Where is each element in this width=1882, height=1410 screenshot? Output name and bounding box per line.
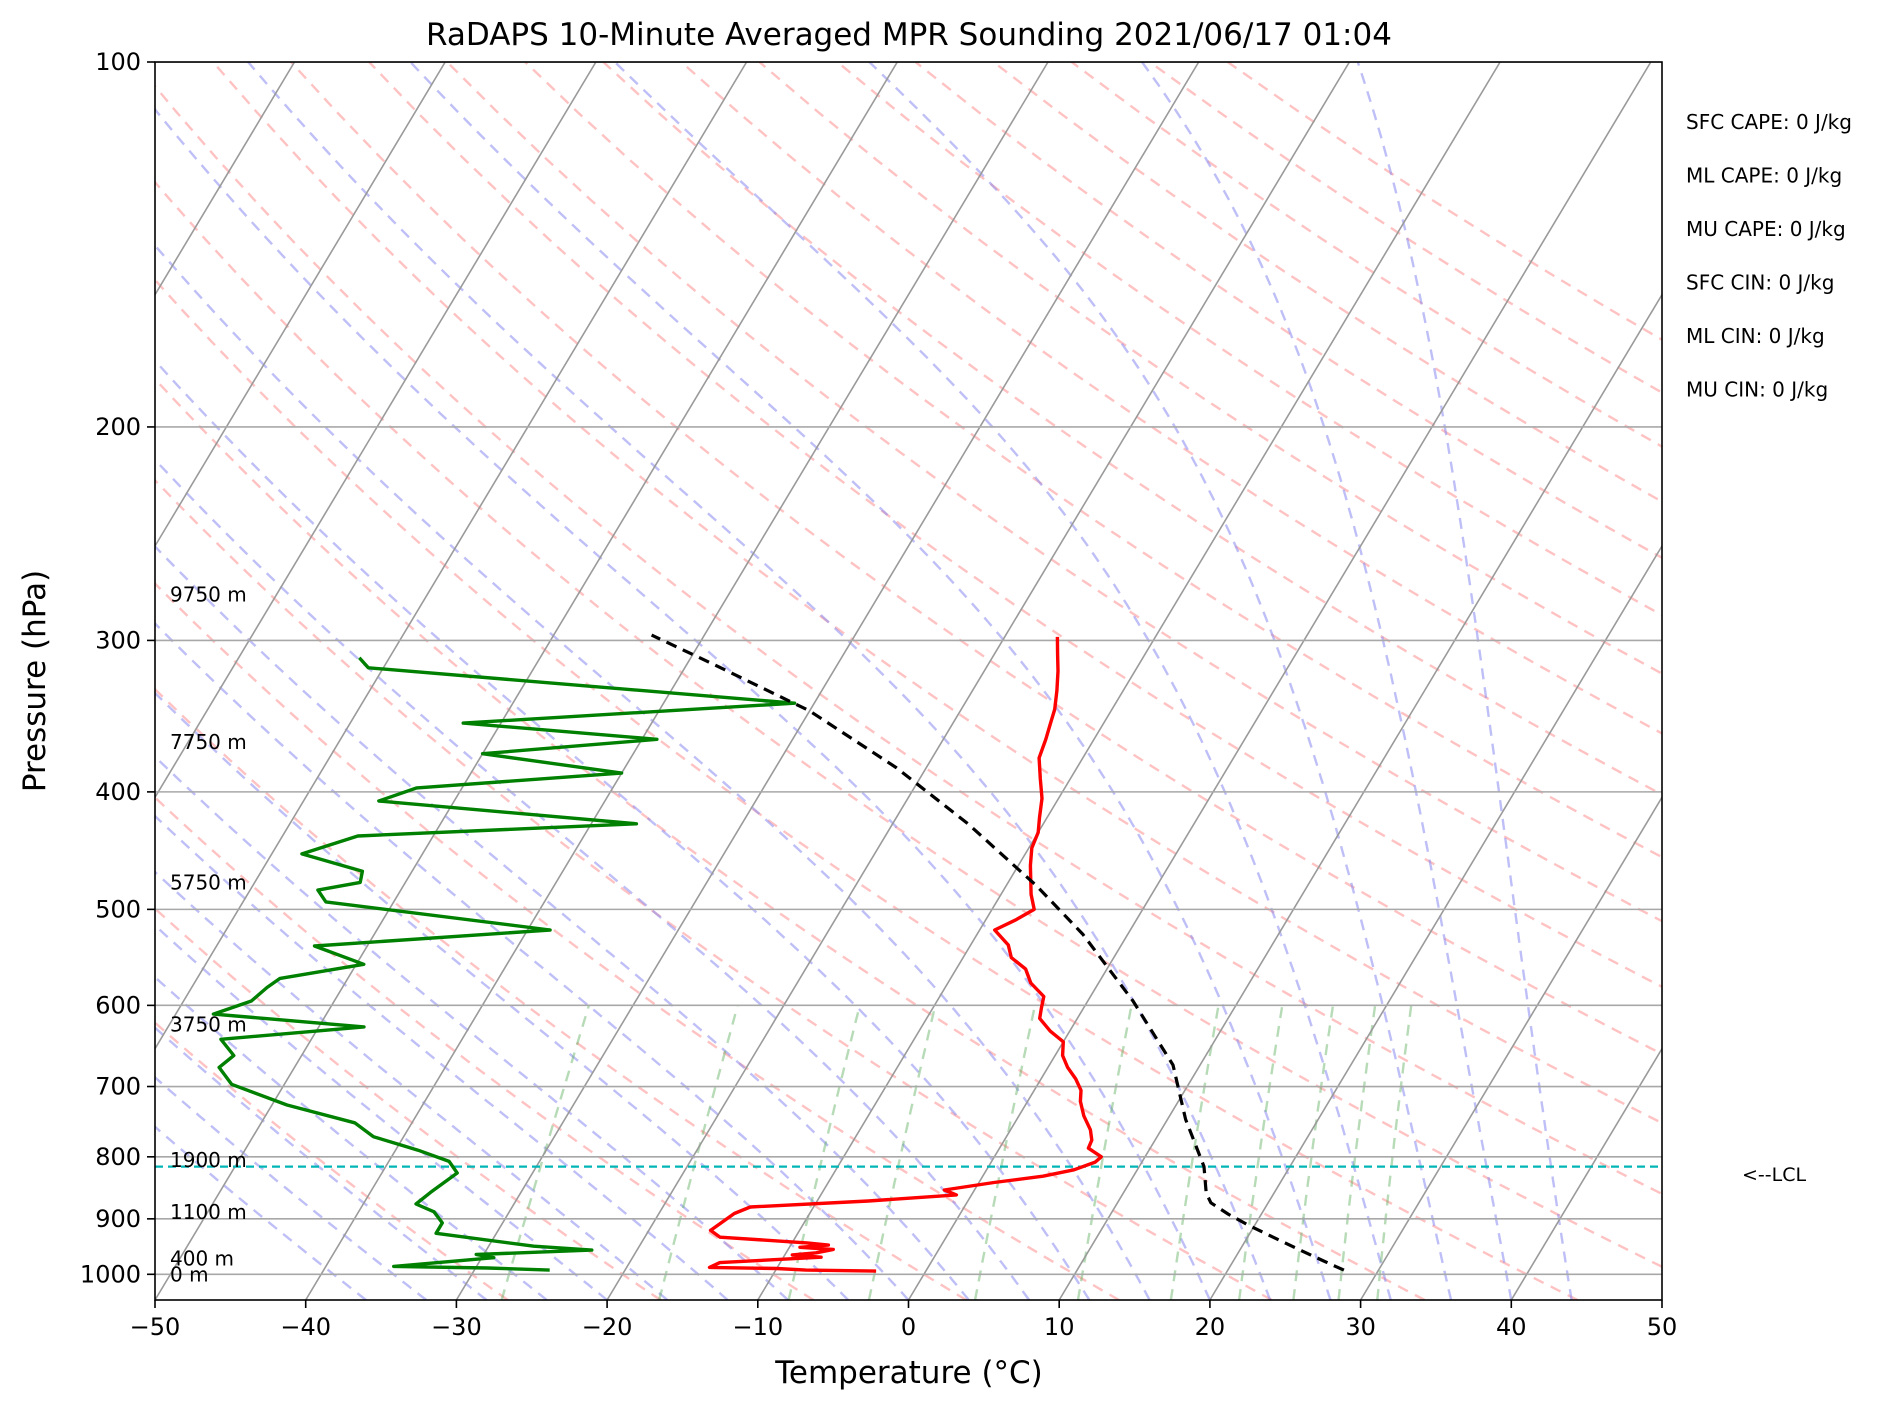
chart-title: RaDAPS 10-Minute Averaged MPR Sounding 2… bbox=[426, 17, 1392, 53]
x-tick-label: 30 bbox=[1345, 1313, 1376, 1341]
x-tick-label: −40 bbox=[280, 1313, 331, 1341]
x-tick-label: 10 bbox=[1044, 1313, 1075, 1341]
height-label: 3750 m bbox=[170, 1012, 247, 1036]
x-tick-label: −20 bbox=[582, 1313, 633, 1341]
y-tick-label: 1000 bbox=[80, 1260, 141, 1288]
y-tick-label: 500 bbox=[95, 895, 141, 923]
y-tick-label: 900 bbox=[95, 1205, 141, 1233]
stability-index-text: ML CAPE: 0 J/kg bbox=[1686, 164, 1842, 188]
x-axis-label: Temperature (°C) bbox=[774, 1355, 1043, 1391]
x-tick-label: 20 bbox=[1195, 1313, 1226, 1341]
x-tick-label: 50 bbox=[1647, 1313, 1678, 1341]
x-tick-label: 40 bbox=[1496, 1313, 1527, 1341]
y-tick-label: 700 bbox=[95, 1073, 141, 1101]
lcl-label: <--LCL bbox=[1742, 1164, 1806, 1186]
height-label: 7750 m bbox=[170, 730, 247, 754]
y-tick-label: 800 bbox=[95, 1143, 141, 1171]
stability-index-text: SFC CIN: 0 J/kg bbox=[1686, 271, 1834, 295]
height-label: 1100 m bbox=[170, 1200, 247, 1224]
x-tick-label: −50 bbox=[130, 1313, 181, 1341]
y-tick-label: 300 bbox=[95, 626, 141, 654]
y-tick-label: 400 bbox=[95, 778, 141, 806]
height-label: 0 m bbox=[170, 1262, 209, 1286]
x-tick-label: 0 bbox=[901, 1313, 916, 1341]
height-label: 9750 m bbox=[170, 583, 247, 607]
y-tick-label: 200 bbox=[95, 413, 141, 441]
stability-index-text: MU CAPE: 0 J/kg bbox=[1686, 217, 1846, 241]
y-axis-label: Pressure (hPa) bbox=[17, 570, 53, 792]
stability-index-text: SFC CAPE: 0 J/kg bbox=[1686, 110, 1852, 134]
x-tick-label: −30 bbox=[431, 1313, 482, 1341]
height-label: 5750 m bbox=[170, 870, 247, 894]
stability-index-text: ML CIN: 0 J/kg bbox=[1686, 324, 1825, 348]
stability-index-text: MU CIN: 0 J/kg bbox=[1686, 378, 1828, 402]
y-tick-label: 600 bbox=[95, 991, 141, 1019]
y-tick-label: 100 bbox=[95, 48, 141, 76]
height-label: 1900 m bbox=[170, 1148, 247, 1172]
x-tick-label: −10 bbox=[732, 1313, 783, 1341]
